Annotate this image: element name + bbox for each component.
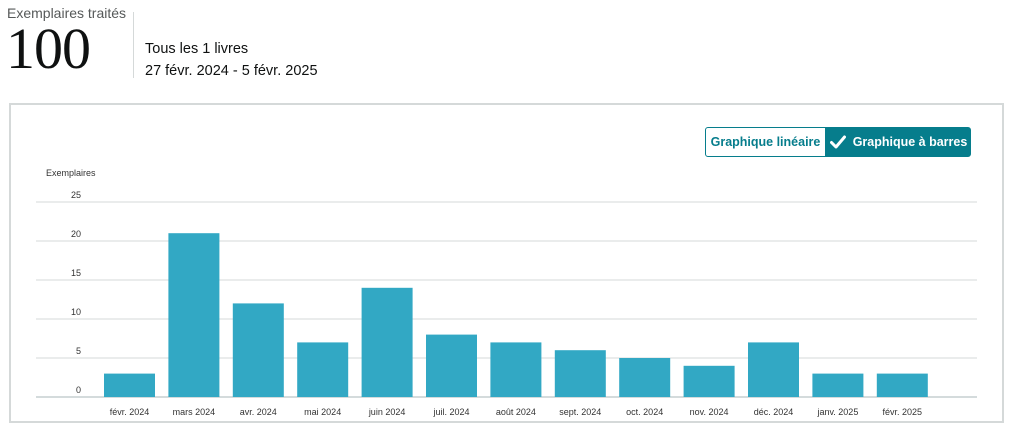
y-axis-ticks: 0 5 10 15 20 25 bbox=[71, 190, 81, 395]
x-tick-label: mars 2024 bbox=[173, 407, 216, 417]
x-tick-label: janv. 2025 bbox=[816, 407, 858, 417]
summary-header: Exemplaires traités 100 Tous les 1 livre… bbox=[0, 0, 1023, 95]
y-tick-label: 15 bbox=[71, 268, 81, 278]
bar[interactable] bbox=[361, 287, 413, 397]
bar[interactable] bbox=[554, 350, 606, 397]
line-chart-button-label: Graphique linéaire bbox=[710, 135, 821, 149]
bar[interactable] bbox=[812, 373, 864, 397]
x-tick-label: déc. 2024 bbox=[754, 407, 794, 417]
bar-chart-button[interactable]: Graphique à barres bbox=[826, 127, 971, 157]
y-tick-label: 10 bbox=[71, 307, 81, 317]
y-tick-label: 20 bbox=[71, 229, 81, 239]
y-tick-label: 5 bbox=[76, 346, 81, 356]
y-tick-label: 25 bbox=[71, 190, 81, 200]
check-icon bbox=[829, 135, 846, 149]
x-tick-label: févr. 2024 bbox=[110, 407, 150, 417]
bar[interactable] bbox=[168, 233, 220, 397]
bar[interactable] bbox=[490, 342, 542, 397]
bar-chart-button-label: Graphique à barres bbox=[852, 135, 968, 149]
bar[interactable] bbox=[619, 358, 671, 397]
x-tick-label: juin 2024 bbox=[368, 407, 406, 417]
metric-label: Exemplaires traités bbox=[7, 5, 127, 21]
date-range-text: 27 févr. 2024 - 5 févr. 2025 bbox=[145, 63, 318, 79]
x-tick-label: oct. 2024 bbox=[626, 407, 663, 417]
bar[interactable] bbox=[104, 373, 155, 397]
metric-value: 100 bbox=[6, 16, 91, 81]
scope-text: Tous les 1 livres bbox=[145, 41, 249, 57]
bar[interactable] bbox=[297, 342, 349, 397]
x-axis-ticks: févr. 2024 mars 2024 avr. 2024 mai 2024 juin… bbox=[110, 407, 922, 417]
x-tick-label: août 2024 bbox=[496, 407, 536, 417]
x-tick-label: avr. 2024 bbox=[240, 407, 277, 417]
y-tick-label: 0 bbox=[76, 385, 81, 395]
x-tick-label: sept. 2024 bbox=[559, 407, 601, 417]
bar[interactable] bbox=[232, 303, 284, 397]
bars bbox=[104, 233, 928, 397]
bar[interactable] bbox=[748, 342, 799, 397]
bar[interactable] bbox=[683, 365, 735, 397]
line-chart-button[interactable]: Graphique linéaire bbox=[705, 127, 826, 157]
x-tick-label: juil. 2024 bbox=[432, 407, 469, 417]
x-tick-label: mai 2024 bbox=[304, 407, 341, 417]
bar[interactable] bbox=[876, 373, 928, 397]
y-axis-title: Exemplaires bbox=[46, 168, 96, 178]
summary-divider bbox=[133, 12, 134, 78]
bar[interactable] bbox=[426, 334, 477, 397]
x-tick-label: nov. 2024 bbox=[690, 407, 729, 417]
bar-chart: Exemplaires 0 5 10 15 20 25 févr. 2024 mars 20… bbox=[36, 168, 977, 417]
x-tick-label: févr. 2025 bbox=[883, 407, 923, 417]
chart-panel: Graphique linéaire Graphique à barres Ex… bbox=[9, 103, 1004, 423]
chart-type-toggle: Graphique linéaire Graphique à barres bbox=[705, 127, 971, 157]
